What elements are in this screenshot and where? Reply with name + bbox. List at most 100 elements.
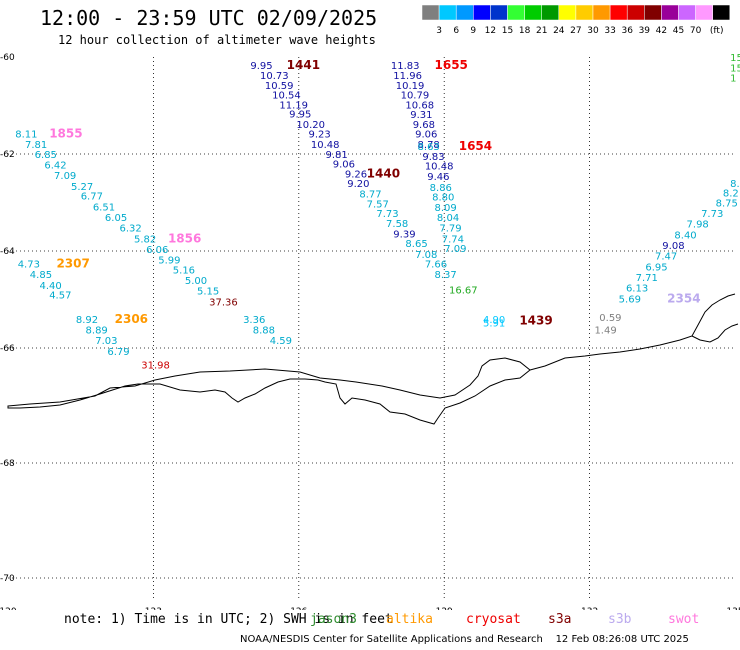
swh-value-label: 8.75 [716, 198, 738, 209]
legend-jason3: jason3 [310, 612, 357, 627]
pass-time-label: 1655 [435, 58, 468, 72]
swh-value-label: 5.15 [197, 287, 219, 298]
swh-value-label: 4.40 [40, 281, 62, 292]
swh-value-label: 8.11 [15, 130, 37, 141]
lat-tick-label: -66 [0, 344, 15, 354]
colorbar-label: 6 [453, 26, 459, 36]
swh-value-label: 11.19 [279, 100, 308, 111]
swh-value-label: 1 [730, 73, 736, 84]
pass-time-label: 2306 [115, 312, 148, 326]
legend-s3b: s3b [608, 612, 632, 627]
swh-value-label: 7.73 [701, 209, 723, 220]
swh-value-label: 8.65 [405, 239, 427, 250]
lon-tick-label: 123 [145, 607, 162, 610]
swh-value-label: 8.77 [359, 190, 381, 201]
colorbar-label: 45 [673, 26, 684, 36]
swh-value-label: 5.69 [619, 294, 641, 305]
swh-value-label: 4.90 [483, 315, 505, 326]
swh-value-label: 9.39 [393, 229, 415, 240]
credit-footer: NOAA/NESDIS Center for Satellite Applica… [240, 634, 689, 645]
swh-value-label: 8.86 [430, 183, 452, 194]
legend-cryosat: cryosat [466, 612, 521, 627]
swh-value-label: 7.58 [386, 219, 408, 230]
swh-value-label: 7.09 [54, 171, 76, 182]
swh-value-label: 6.85 [35, 150, 57, 161]
swh-value-label: 6.42 [44, 161, 66, 172]
swh-value-label: 10.19 [396, 81, 425, 92]
altimeter-map: 120123126129132135-60-62-64-66-68-70 15.… [0, 53, 740, 610]
swh-value-label: 6.32 [119, 224, 141, 235]
swh-value-label: 37.36 [209, 297, 238, 308]
pass-time-label: 1856 [168, 231, 201, 245]
swh-value-label: 11.83 [391, 61, 420, 72]
swh-value-label: 1.49 [594, 325, 616, 336]
swh-value-label: 9.95 [250, 61, 272, 72]
swh-value-label: 7.47 [655, 252, 677, 263]
swh-value-label: 8. [730, 179, 740, 190]
swh-value-label: 9.83 [422, 152, 444, 163]
swh-value-label: 7.73 [376, 209, 398, 220]
swh-value-label: 7.03 [95, 336, 117, 347]
swh-value-label: 7.74 [442, 234, 464, 245]
pass-time-label: 1441 [287, 58, 320, 72]
swh-value-label: 5.27 [71, 182, 93, 193]
swh-value-label: 8.2 [723, 189, 739, 200]
pass-time-label: 1439 [519, 314, 552, 328]
antarctic-coastline [7, 293, 739, 425]
swh-value-label: 31.98 [141, 360, 170, 371]
colorbar-label: 27 [570, 26, 581, 36]
colorbar-label: 70 [690, 26, 702, 36]
colorbar-label: 3 [436, 26, 442, 36]
legend-s3a: s3a [548, 612, 572, 627]
swh-value-label: 15.2 [730, 53, 740, 64]
swh-value-label: 7.09 [444, 244, 466, 255]
swh-value-label: 8.09 [435, 203, 457, 214]
swh-value-label: 6.51 [93, 202, 115, 213]
swh-value-label: 10.73 [260, 71, 289, 82]
ice-shelf-path [691, 323, 739, 343]
swh-value-label: 4.73 [18, 259, 40, 270]
swh-value-label: 10.54 [272, 91, 301, 102]
swh-value-label: 10.68 [405, 100, 434, 111]
swh-value-label: 8.80 [432, 193, 454, 204]
colorbar-label: 39 [639, 26, 651, 36]
colorbar-label: 15 [502, 26, 513, 36]
swh-value-label: 9.20 [347, 179, 369, 190]
graticule-grid: 120 123 126 129 132 135 -60 -62 -64 -66 -68 -70 [0, 53, 740, 610]
swh-value-label: 5.00 [185, 276, 207, 287]
swh-value-label: 8.92 [76, 315, 98, 326]
swh-value-label: 7.57 [367, 199, 389, 210]
colorbar-label: 18 [519, 26, 531, 36]
swh-value-label: 8.89 [86, 325, 108, 336]
pass-time-label: 2307 [56, 256, 89, 270]
swh-value-label: 7.79 [439, 224, 461, 235]
swh-value-label: 8.78 [418, 140, 440, 151]
swh-value-label: 7.81 [25, 140, 47, 151]
swh-value-label: 10.20 [296, 120, 325, 131]
swh-value-label: 9.95 [289, 110, 311, 121]
lat-tick-label: -62 [0, 150, 15, 160]
pass-time-label: 1440 [367, 166, 400, 180]
colorbar-label: 33 [604, 26, 615, 36]
swh-value-label: 6.05 [105, 213, 127, 224]
pass-time-label: 2354 [667, 291, 700, 305]
swh-value-label: 9.23 [308, 130, 330, 141]
swh-value-label: 9.81 [325, 150, 347, 161]
lon-tick-label: 129 [436, 607, 453, 610]
lon-tick-label: 132 [581, 607, 598, 610]
swh-value-label: 7.08 [415, 250, 437, 261]
swh-value-label: 8.37 [435, 270, 457, 281]
lat-tick-label: -68 [0, 459, 15, 469]
coastline-path [7, 357, 531, 425]
units-note: note: 1) Time is in UTC; 2) SWH is in fe… [64, 612, 393, 627]
lon-tick-label: 126 [290, 607, 307, 610]
swh-value-label: 9.06 [333, 160, 355, 171]
swh-value-label: 8.63 [418, 142, 440, 153]
swh-value-label: 9.31 [410, 110, 432, 121]
swh-value-label: 10.79 [401, 91, 430, 102]
colorbar-swatch [712, 4, 731, 21]
swh-value-label: 4.57 [49, 291, 71, 302]
colorbar-label: 12 [485, 26, 496, 36]
swh-value-label: 11.96 [393, 71, 422, 82]
